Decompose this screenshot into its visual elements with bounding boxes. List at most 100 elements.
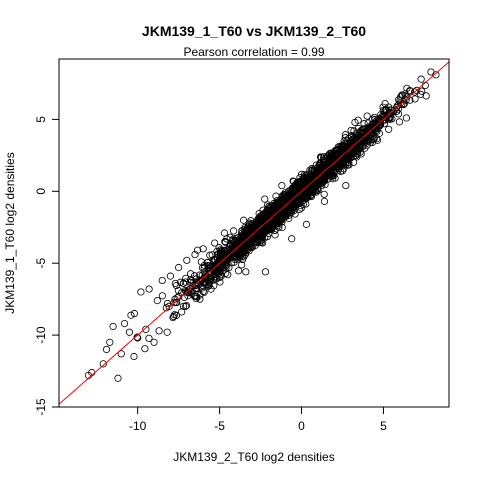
- data-point: [360, 120, 368, 128]
- data-point: [184, 286, 192, 294]
- data-point-outlier: [120, 319, 129, 328]
- data-point: [217, 270, 225, 279]
- data-point: [299, 185, 307, 193]
- y-tick-label: 0: [34, 188, 48, 195]
- data-point: [239, 216, 248, 224]
- data-point: [347, 126, 355, 135]
- data-point: [272, 220, 280, 228]
- data-point: [335, 164, 343, 172]
- data-point: [288, 184, 297, 192]
- data-point: [396, 97, 404, 105]
- data-point-outlier: [215, 273, 224, 282]
- data-point: [194, 280, 202, 288]
- data-point: [301, 189, 310, 197]
- data-point-outlier: [327, 151, 335, 159]
- data-point: [210, 282, 218, 290]
- data-point: [349, 149, 357, 158]
- data-point: [256, 229, 264, 237]
- data-point: [207, 274, 215, 283]
- data-point: [238, 261, 246, 269]
- data-point: [331, 150, 340, 158]
- data-point: [184, 288, 192, 297]
- data-point-outlier: [166, 272, 175, 280]
- data-point: [401, 92, 409, 100]
- data-point-outlier: [175, 263, 183, 272]
- data-point: [417, 90, 425, 98]
- data-point-outlier: [114, 374, 122, 382]
- data-point: [182, 302, 190, 310]
- data-point: [181, 278, 190, 286]
- data-point: [383, 111, 391, 119]
- data-point: [258, 220, 267, 228]
- data-point: [194, 284, 202, 293]
- data-point: [352, 135, 360, 143]
- data-point: [322, 161, 330, 169]
- data-point: [312, 188, 320, 196]
- data-point-outlier: [199, 245, 207, 253]
- data-point: [309, 166, 317, 174]
- data-point: [202, 281, 210, 289]
- data-point-outlier: [153, 296, 161, 305]
- data-point: [379, 116, 387, 124]
- data-point-outlier: [109, 322, 117, 331]
- data-point-outlier: [417, 75, 425, 83]
- data-point-outlier: [130, 309, 138, 318]
- data-point: [230, 227, 238, 235]
- data-point: [216, 249, 225, 257]
- y-axis: -15 -10 -5 0 5: [34, 116, 60, 416]
- data-point-outlier: [278, 181, 286, 190]
- data-point: [234, 267, 243, 275]
- data-point-outlier: [261, 268, 270, 276]
- data-point: [350, 158, 358, 166]
- data-point: [245, 231, 254, 239]
- data-point: [231, 253, 239, 261]
- data-point: [298, 182, 306, 191]
- y-tick-label: -10: [34, 326, 48, 344]
- x-axis: -10 -5 0 5: [129, 406, 387, 433]
- data-point: [272, 192, 280, 200]
- data-point: [348, 148, 356, 157]
- data-point: [261, 195, 269, 203]
- data-point: [304, 193, 312, 201]
- data-point: [240, 226, 248, 234]
- data-point-outlier: [204, 281, 212, 289]
- data-point: [263, 233, 271, 241]
- data-point: [215, 244, 223, 252]
- data-point-outlier: [350, 127, 358, 135]
- data-point: [370, 113, 378, 122]
- data-point: [193, 246, 202, 254]
- data-point: [332, 159, 340, 167]
- data-point: [272, 215, 280, 223]
- data-point: [173, 298, 181, 307]
- data-point: [411, 95, 419, 103]
- data-point-outlier: [288, 235, 296, 243]
- data-point: [354, 116, 362, 124]
- data-point: [218, 262, 226, 270]
- data-point: [302, 191, 310, 200]
- data-point: [133, 333, 141, 341]
- x-tick-label: 0: [298, 419, 305, 433]
- data-point: [205, 281, 213, 290]
- x-axis-title: JKM139_2_T60 log2 densities: [173, 450, 334, 464]
- data-point: [285, 193, 294, 201]
- data-point: [210, 256, 218, 264]
- y-axis-title: JKM139_1_T60 log2 densities: [3, 152, 17, 313]
- x-tick-label: 5: [380, 419, 387, 433]
- data-point: [406, 87, 414, 95]
- data-point: [155, 327, 163, 335]
- data-point: [275, 201, 283, 209]
- data-point: [243, 242, 251, 251]
- data-point-outlier: [381, 99, 389, 108]
- x-tick-label: -5: [214, 419, 225, 433]
- data-point: [317, 179, 326, 187]
- data-point: [184, 292, 192, 300]
- data-point: [236, 249, 244, 257]
- data-point: [250, 233, 258, 241]
- data-point: [368, 131, 376, 139]
- data-point-outlier: [196, 295, 204, 303]
- data-point: [205, 273, 214, 281]
- data-point: [316, 172, 324, 180]
- data-point: [373, 136, 382, 144]
- data-point: [283, 194, 292, 202]
- chart-title: JKM139_1_T60 vs JKM139_2_T60: [142, 23, 366, 39]
